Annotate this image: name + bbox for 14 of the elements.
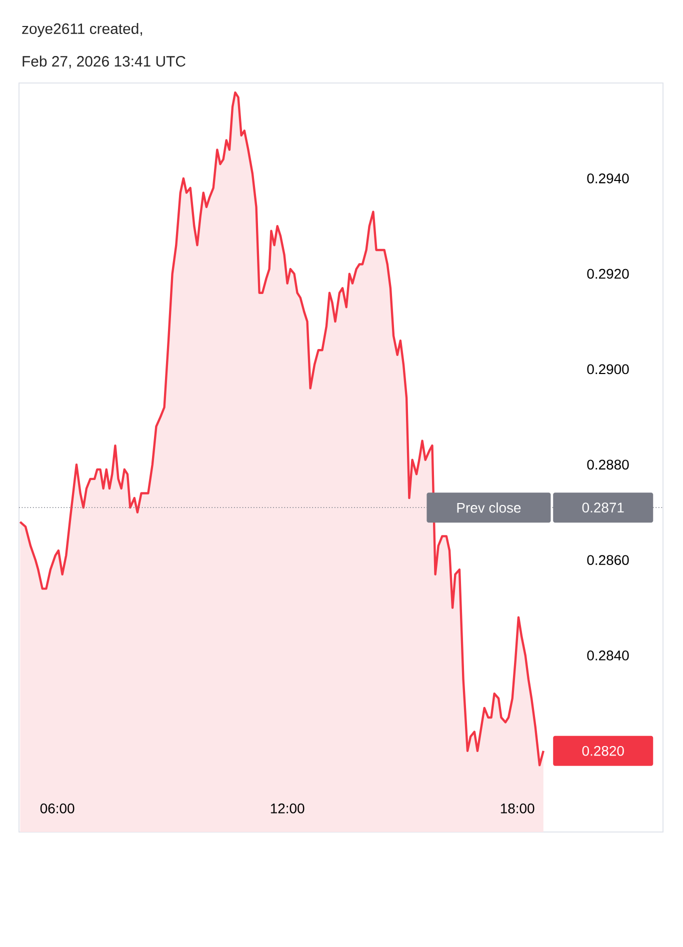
chart-title: zoye2611 created, bbox=[22, 23, 142, 37]
y-tick-label: 0.2920 bbox=[587, 268, 629, 279]
x-tick-label: 06:00 bbox=[40, 804, 74, 814]
x-tick-label: 12:00 bbox=[270, 804, 304, 814]
annotation: 0.2871 bbox=[582, 502, 624, 513]
y-tick-label: 0.2940 bbox=[587, 173, 629, 184]
y-tick-label: 0.2900 bbox=[587, 364, 629, 374]
ref-line-label: Prev close bbox=[457, 502, 521, 513]
annotation: 0.2820 bbox=[582, 746, 624, 756]
y-tick-label: 0.2880 bbox=[587, 460, 629, 470]
y-tick-label: 0.2860 bbox=[587, 555, 629, 565]
chart-subtitle: Feb 27, 2026 13:41 UTC bbox=[22, 56, 186, 68]
y-tick-label: 0.2840 bbox=[587, 650, 629, 660]
x-tick-label: 18:00 bbox=[500, 804, 534, 814]
